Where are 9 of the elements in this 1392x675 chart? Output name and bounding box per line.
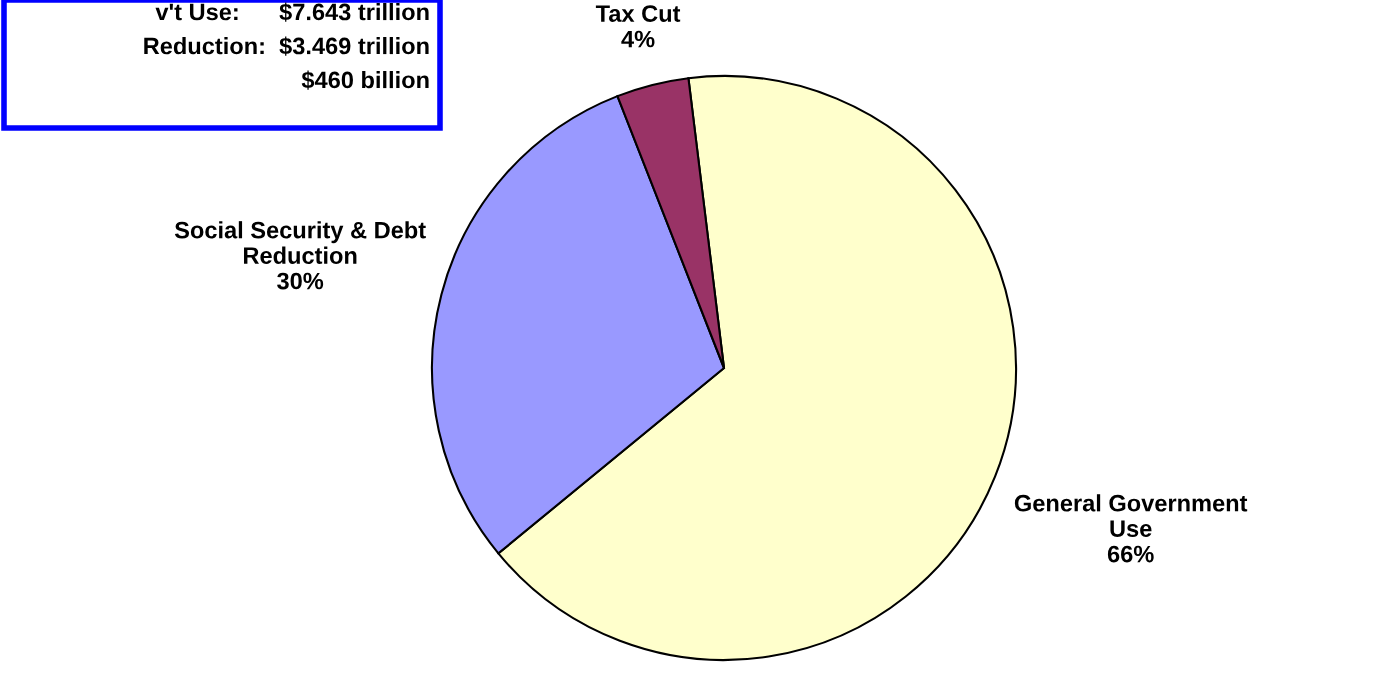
data-label: 4% — [621, 30, 655, 48]
text: Reduction: $3.469 trillion — [144, 36, 429, 56]
slice-label: Social Security & Debt Reduction — [174, 221, 426, 264]
data-label: 30% — [277, 272, 324, 290]
slice-label: General Government Use — [1014, 494, 1248, 537]
data-label: 66% — [1107, 545, 1154, 563]
text: v't Use: $7.643 trillion — [155, 2, 429, 22]
text: $460 billion — [301, 70, 429, 90]
slice-label: Tax Cut — [595, 5, 681, 22]
